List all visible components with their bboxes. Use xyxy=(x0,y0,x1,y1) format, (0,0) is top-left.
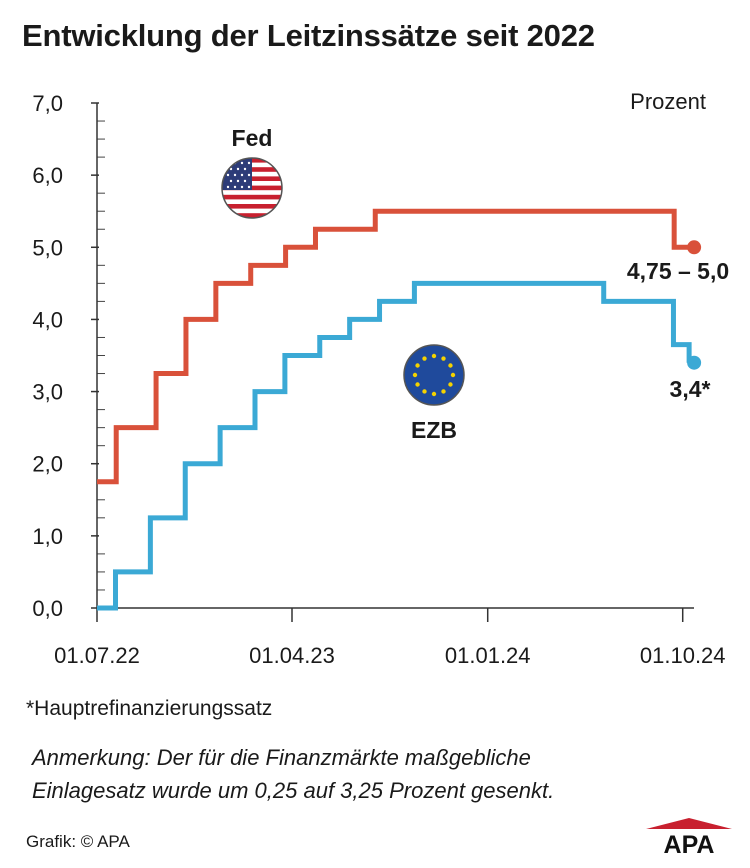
x-tick-label: 01.07.22 xyxy=(54,643,140,668)
fed-series-label: Fed xyxy=(232,125,273,151)
graphic-credit: Grafik: © APA xyxy=(26,832,130,851)
series-end-label-ezb: 3,4* xyxy=(670,376,711,402)
annotation-note: Anmerkung: Der für die Finanzmärkte maßg… xyxy=(32,741,554,807)
y-tick-label: 3,0 xyxy=(32,380,63,405)
apa-logo: APA xyxy=(646,818,732,855)
ezb-series-label: EZB xyxy=(411,417,457,443)
series-endpoint-fed xyxy=(687,240,702,255)
x-tick-label: 01.10.24 xyxy=(640,643,726,668)
eu-flag-icon xyxy=(403,344,465,406)
series-endpoint-ezb xyxy=(687,355,702,370)
annotation-note-line-2: Einlagesatz wurde um 0,25 auf 3,25 Proze… xyxy=(32,778,555,803)
y-tick-label: 6,0 xyxy=(32,163,63,188)
chart-title: Entwicklung der Leitzinssätze seit 2022 xyxy=(22,18,595,53)
y-tick-label: 4,0 xyxy=(32,307,63,332)
y-tick-label: 1,0 xyxy=(32,524,63,549)
line-chart: 0,0 1,0 2,0 3,0 4,0 5,0 6,0 7,0 01.07.22 01.04.2… xyxy=(32,89,729,668)
series-line-fed xyxy=(97,208,690,485)
annotation-note-line-1: Anmerkung: Der für die Finanzmärkte maßg… xyxy=(32,745,531,770)
series-line-ezb xyxy=(97,280,692,611)
y-tick-label: 0,0 xyxy=(32,596,63,621)
y-tick-label: 2,0 xyxy=(32,452,63,477)
us-flag-icon xyxy=(221,157,283,219)
unit-label: Prozent xyxy=(630,89,706,114)
y-tick-label: 7,0 xyxy=(32,91,63,116)
svg-text:APA: APA xyxy=(664,831,715,855)
footnote: *Hauptrefinanzierungssatz xyxy=(26,697,273,720)
y-tick-label: 5,0 xyxy=(32,235,63,260)
x-tick-label: 01.01.24 xyxy=(445,643,531,668)
x-tick-label: 01.04.23 xyxy=(249,643,335,668)
series-end-label-fed: 4,75 – 5,0 xyxy=(627,258,729,284)
